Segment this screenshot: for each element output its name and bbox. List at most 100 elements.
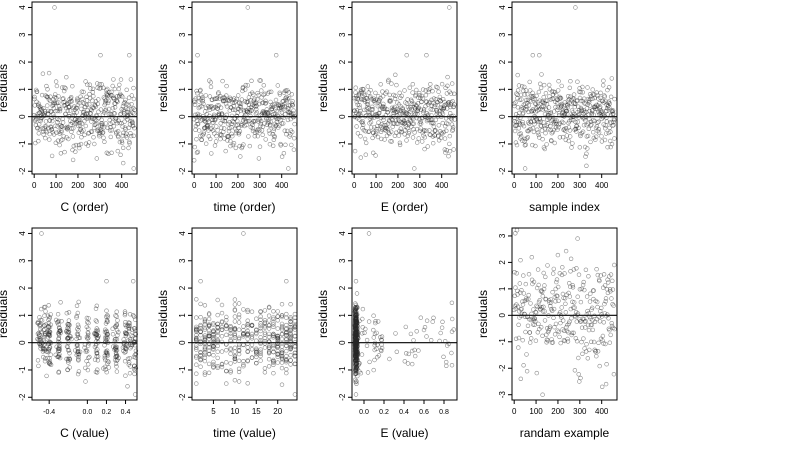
data-point	[292, 318, 298, 324]
data-point	[129, 327, 135, 332]
data-point	[94, 121, 99, 126]
data-point	[209, 104, 214, 109]
data-point	[254, 129, 260, 135]
data-point	[422, 128, 427, 134]
data-point	[241, 362, 246, 367]
data-point	[292, 353, 298, 358]
data-point	[37, 322, 42, 328]
data-point	[44, 373, 49, 379]
data-point	[357, 111, 363, 116]
data-point	[102, 355, 108, 361]
data-point	[131, 166, 136, 171]
data-point	[588, 291, 593, 296]
data-point	[569, 316, 574, 321]
data-point	[117, 82, 122, 88]
data-point	[83, 365, 88, 371]
data-point	[233, 145, 239, 151]
data-point	[124, 324, 129, 329]
data-point	[195, 91, 200, 96]
data-point	[258, 123, 263, 129]
data-point	[418, 121, 424, 126]
data-point	[232, 338, 238, 344]
data-point	[228, 325, 233, 330]
data-point	[73, 149, 78, 154]
data-point	[198, 315, 203, 320]
data-point	[283, 142, 288, 148]
data-point	[411, 338, 416, 343]
data-point	[440, 319, 445, 324]
data-point	[376, 319, 381, 324]
data-point	[353, 377, 358, 382]
data-point	[565, 339, 571, 344]
data-point	[557, 112, 562, 118]
data-point	[538, 85, 544, 91]
data-point	[87, 354, 92, 360]
data-point	[256, 156, 262, 161]
data-point	[77, 145, 82, 151]
data-point	[588, 96, 593, 102]
data-point	[114, 309, 119, 314]
data-point	[93, 341, 99, 347]
data-point	[55, 124, 60, 129]
data-point	[445, 343, 450, 348]
data-point	[581, 122, 587, 128]
data-point	[583, 267, 589, 272]
data-point	[206, 323, 212, 328]
data-point	[584, 163, 589, 169]
data-point	[416, 95, 421, 100]
data-point	[101, 135, 106, 140]
data-point	[586, 327, 592, 333]
data-point	[70, 147, 75, 153]
data-point	[230, 134, 235, 139]
data-point	[516, 126, 521, 131]
data-point	[258, 309, 263, 314]
data-point	[202, 372, 208, 377]
data-point	[403, 324, 408, 330]
data-point	[217, 112, 222, 118]
data-point	[267, 131, 272, 136]
data-point	[431, 121, 436, 126]
data-point	[245, 349, 250, 354]
data-point	[550, 340, 556, 345]
x-tick-label: 0.6	[419, 409, 429, 416]
data-point	[367, 359, 372, 365]
data-point	[393, 72, 398, 78]
data-point	[443, 150, 448, 155]
data-point	[223, 148, 228, 154]
data-point	[292, 350, 298, 356]
data-point	[56, 94, 61, 99]
data-point	[211, 359, 216, 365]
data-point	[291, 147, 297, 152]
data-point	[33, 114, 38, 119]
data-point	[288, 332, 293, 337]
data-point	[124, 135, 130, 140]
data-point	[523, 281, 528, 287]
data-point	[600, 338, 605, 343]
data-point	[279, 348, 285, 353]
data-point	[411, 121, 416, 126]
data-point	[251, 118, 256, 124]
data-point	[442, 136, 448, 141]
data-point	[132, 368, 138, 373]
data-point	[275, 326, 280, 331]
data-point	[102, 353, 108, 358]
data-point	[557, 310, 563, 315]
data-point	[94, 332, 99, 337]
data-point	[202, 333, 208, 338]
data-point	[218, 93, 223, 99]
x-axis-title: C (order)	[60, 200, 108, 214]
data-point	[516, 345, 521, 350]
data-point	[441, 354, 446, 359]
data-point	[291, 108, 296, 113]
data-point	[131, 85, 136, 91]
data-point	[224, 381, 229, 386]
data-point	[224, 112, 230, 118]
data-point	[123, 97, 128, 103]
data-point	[279, 325, 285, 331]
data-point	[407, 85, 412, 90]
data-point	[52, 100, 58, 106]
data-point	[53, 108, 58, 114]
data-point	[233, 126, 238, 131]
data-point	[75, 343, 80, 348]
data-point	[533, 309, 538, 315]
